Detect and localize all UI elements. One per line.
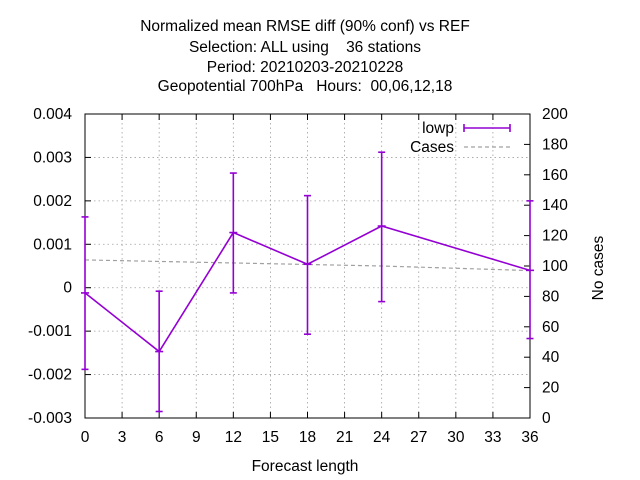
legend-label-cases: Cases (410, 139, 454, 156)
title-line-2: Selection: ALL using 36 stations (189, 39, 421, 56)
legend-label-lowp: lowp (422, 120, 454, 137)
x-tick-label: 21 (336, 429, 353, 446)
x-axis-label: Forecast length (252, 458, 359, 475)
y2-tick-label: 200 (542, 106, 568, 123)
y2-tick-label: 180 (542, 136, 568, 153)
y2-tick-label: 160 (542, 167, 568, 184)
y2-tick-label: 100 (542, 258, 568, 275)
y-tick-label: -0.003 (28, 410, 72, 427)
x-tick-label: 36 (521, 429, 538, 446)
y-tick-label: 0.003 (33, 149, 72, 166)
x-tick-label: 33 (484, 429, 501, 446)
y2-tick-label: 40 (542, 349, 560, 366)
x-tick-label: 3 (118, 429, 127, 446)
x-tick-label: 15 (262, 429, 279, 446)
y-tick-label: 0.002 (33, 193, 72, 210)
y-tick-label: 0.004 (33, 106, 72, 123)
y-tick-label: -0.002 (28, 367, 72, 384)
y-tick-label: 0 (63, 280, 72, 297)
y2-tick-label: 80 (542, 288, 560, 305)
y2-axis-label: No cases (590, 235, 607, 300)
x-tick-label: 24 (373, 429, 391, 446)
y2-tick-label: 120 (542, 228, 568, 245)
chart-title: Normalized mean RMSE diff (90% conf) vs … (140, 18, 470, 95)
x-tick-label: 18 (299, 429, 316, 446)
x-tick-label: 0 (81, 429, 90, 446)
x-tick-label: 12 (225, 429, 242, 446)
series-lowp-line (84, 225, 531, 353)
title-line-1: Normalized mean RMSE diff (90% conf) vs … (140, 18, 470, 35)
title-line-3: Period: 20210203-20210228 (207, 59, 404, 76)
x-tick-label: 9 (192, 429, 201, 446)
tick-labels: 0 3 6 9 12 15 18 21 24 27 30 33 36-0.003-0.002-0.001… (28, 106, 568, 446)
y2-tick-label: 0 (542, 410, 551, 427)
y-tick-label: -0.001 (28, 323, 72, 340)
series-layer (81, 151, 534, 413)
y2-tick-label: 20 (542, 380, 560, 397)
y2-tick-label: 140 (542, 197, 568, 214)
title-line-4: Geopotential 700hPa Hours: 00,06,12,18 (158, 78, 453, 95)
legend: lowp Cases (410, 120, 511, 156)
series-cases-line (84, 259, 531, 272)
x-tick-label: 30 (447, 429, 465, 446)
x-tick-label: 6 (155, 429, 164, 446)
y-tick-label: 0.001 (33, 236, 72, 253)
y2-tick-label: 60 (542, 319, 560, 336)
x-tick-label: 27 (410, 429, 427, 446)
